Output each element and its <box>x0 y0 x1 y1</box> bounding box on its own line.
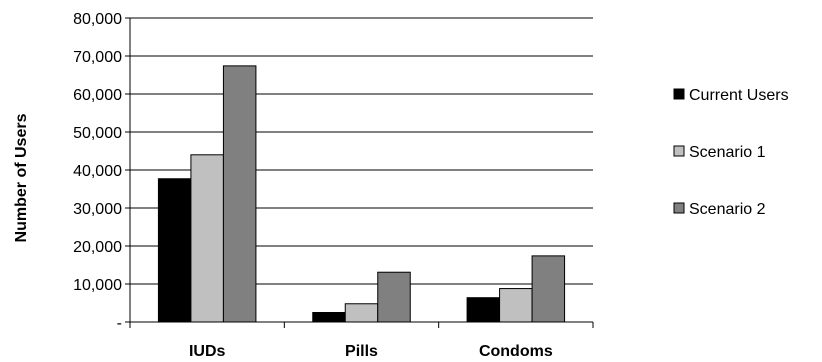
y-tick-label: 10,000 <box>73 277 122 294</box>
y-tick-label: - <box>117 315 122 332</box>
bar-pills-scenario-2 <box>377 271 411 323</box>
bar-iuds-scenario-2 <box>222 65 257 323</box>
category-label: Pills <box>345 343 378 360</box>
bar-pills-scenario-1 <box>344 303 379 323</box>
bar-iuds-scenario-1 <box>190 154 224 323</box>
bar-iuds-current-users <box>157 178 192 323</box>
legend-swatch <box>673 202 685 214</box>
bar-condoms-scenario-2 <box>531 255 566 323</box>
legend-label: Current Users <box>689 87 789 104</box>
y-tick-label: 40,000 <box>73 163 122 180</box>
category-labels: IUDs Pills Condoms <box>189 343 553 360</box>
bars <box>157 65 566 323</box>
legend-label: Scenario 2 <box>689 201 766 218</box>
legend: Current Users Scenario 1 Scenario 2 <box>673 87 789 218</box>
bar-condoms-current-users <box>466 297 501 323</box>
bar-pills-current-users <box>312 312 346 323</box>
legend-swatch <box>673 88 685 100</box>
y-tick-label: 30,000 <box>73 201 122 218</box>
category-label: Condoms <box>479 343 553 360</box>
axes <box>125 17 594 328</box>
y-tick-label: 50,000 <box>73 125 122 142</box>
legend-label: Scenario 1 <box>689 144 766 161</box>
y-tick-label: 70,000 <box>73 49 122 66</box>
category-label: IUDs <box>189 343 226 360</box>
y-tick-labels: - 10,000 20,000 30,000 40,000 50,000 60,000 70,… <box>73 11 122 332</box>
bar-condoms-scenario-1 <box>499 288 533 323</box>
y-tick-label: 60,000 <box>73 87 122 104</box>
legend-swatch <box>673 145 685 157</box>
y-tick-label: 20,000 <box>73 239 122 256</box>
y-tick-label: 80,000 <box>73 11 122 28</box>
y-axis-title: Number of Users <box>13 113 30 242</box>
